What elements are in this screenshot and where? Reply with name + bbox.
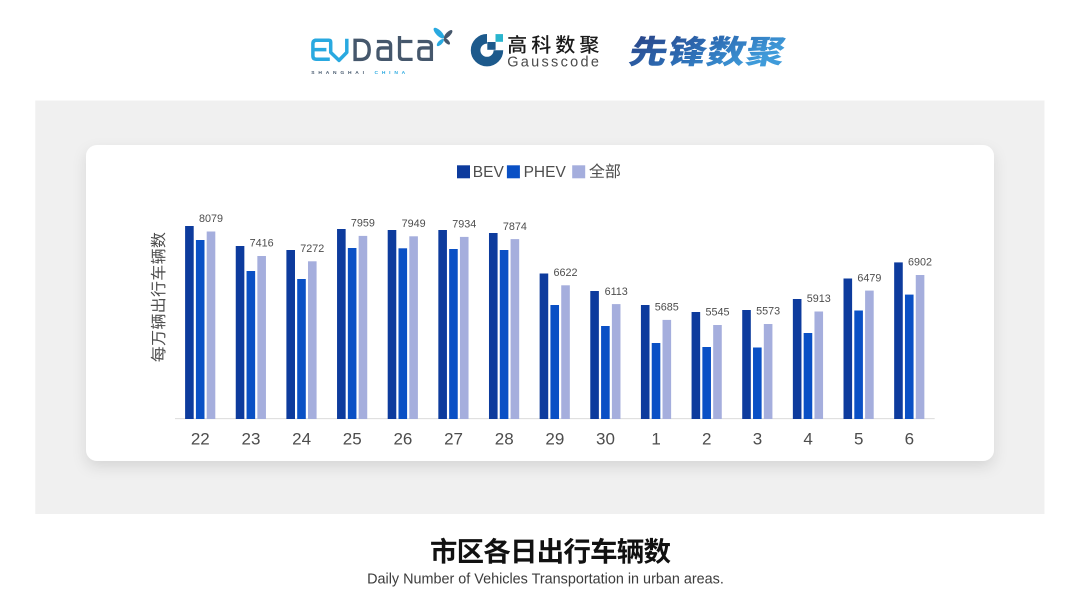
svg-text:6: 6 <box>905 430 914 449</box>
svg-text:24: 24 <box>292 430 311 449</box>
svg-text:3: 3 <box>753 430 762 449</box>
svg-text:Daily Number of Vehicles Trans: Daily Number of Vehicles Transportation … <box>367 572 724 588</box>
svg-text:8079: 8079 <box>199 213 223 225</box>
svg-text:7874: 7874 <box>503 221 527 233</box>
svg-text:BEV: BEV <box>473 164 505 181</box>
svg-text:2: 2 <box>702 430 711 449</box>
svg-text:30: 30 <box>596 430 615 449</box>
svg-text:5913: 5913 <box>807 293 831 305</box>
svg-text:1: 1 <box>651 430 660 449</box>
svg-text:PHEV: PHEV <box>524 164 567 181</box>
svg-text:7959: 7959 <box>351 218 375 230</box>
svg-text:25: 25 <box>343 430 362 449</box>
svg-text:27: 27 <box>444 430 463 449</box>
svg-text:29: 29 <box>545 430 564 449</box>
svg-text:5573: 5573 <box>756 306 780 318</box>
svg-text:6479: 6479 <box>857 272 881 284</box>
svg-text:26: 26 <box>393 430 412 449</box>
svg-text:23: 23 <box>242 430 261 449</box>
svg-text:22: 22 <box>191 430 210 449</box>
svg-text:5: 5 <box>854 430 863 449</box>
svg-text:Gausscode: Gausscode <box>507 55 601 71</box>
svg-text:7949: 7949 <box>402 218 426 230</box>
svg-text:6622: 6622 <box>554 267 578 279</box>
svg-text:7934: 7934 <box>452 219 476 231</box>
svg-text:CHINA: CHINA <box>375 70 410 76</box>
svg-text:6113: 6113 <box>605 286 628 298</box>
svg-text:5685: 5685 <box>655 302 679 314</box>
svg-text:4: 4 <box>803 430 812 449</box>
svg-text:SHANGHAI: SHANGHAI <box>311 70 367 76</box>
svg-text:28: 28 <box>495 430 514 449</box>
svg-text:5545: 5545 <box>705 307 729 319</box>
svg-text:6902: 6902 <box>908 257 932 269</box>
svg-text:7272: 7272 <box>300 243 324 255</box>
svg-text:7416: 7416 <box>250 238 274 250</box>
